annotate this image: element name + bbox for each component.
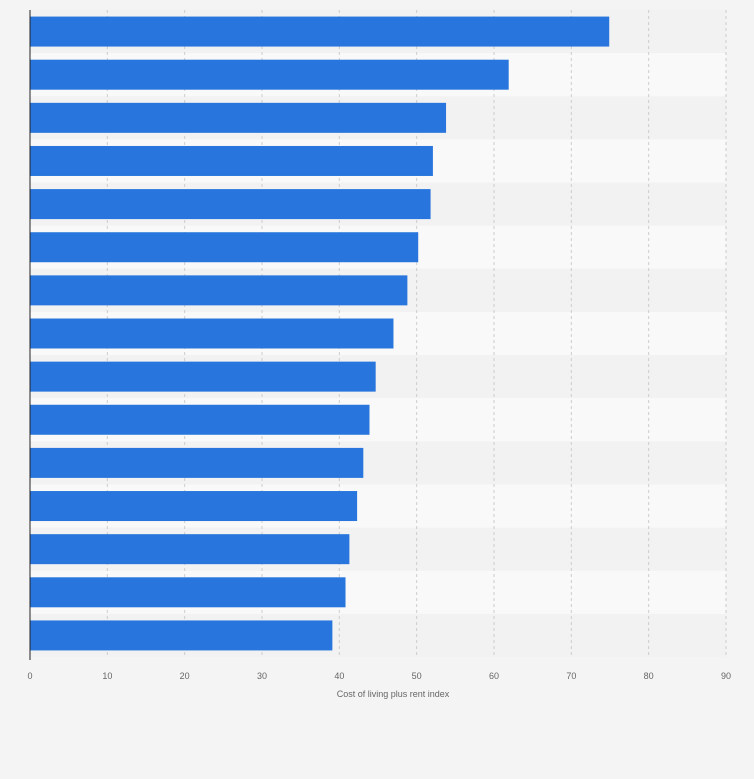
- x-tick-labels: 0 10 20 30 40 50 60 70 80 90: [27, 671, 731, 681]
- bar: [30, 361, 376, 392]
- x-tick-label: 90: [721, 671, 731, 681]
- x-tick-label: 50: [412, 671, 422, 681]
- bar: [30, 59, 509, 90]
- bar: [30, 404, 370, 435]
- bar: [30, 16, 610, 47]
- x-tick-label: 60: [489, 671, 499, 681]
- bar: [30, 232, 419, 263]
- x-tick-label: 70: [566, 671, 576, 681]
- bar: [30, 275, 408, 306]
- bar: [30, 189, 431, 220]
- bar: [30, 620, 333, 651]
- bar: [30, 102, 447, 133]
- bar: [30, 491, 358, 522]
- bar: [30, 534, 350, 565]
- bar: [30, 145, 433, 176]
- x-axis-title: Cost of living plus rent index: [337, 689, 450, 699]
- x-tick-label: 20: [180, 671, 190, 681]
- x-tick-label: 80: [644, 671, 654, 681]
- x-tick-label: 10: [102, 671, 112, 681]
- bars: [30, 16, 610, 651]
- bar: [30, 577, 346, 608]
- x-tick-label: 40: [334, 671, 344, 681]
- x-tick-label: 0: [27, 671, 32, 681]
- bar: [30, 318, 394, 349]
- bar: [30, 447, 364, 478]
- x-tick-label: 30: [257, 671, 267, 681]
